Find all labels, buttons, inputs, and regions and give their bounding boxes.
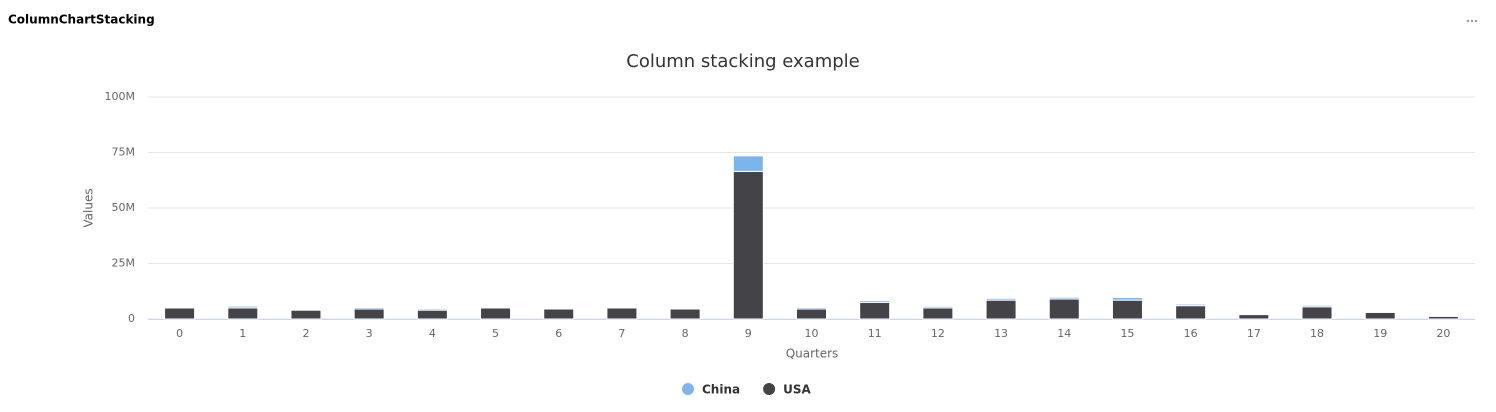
x-tick-label: 18 — [1310, 327, 1324, 340]
bar-segment — [1111, 299, 1143, 320]
bar-segment — [1111, 296, 1143, 301]
bar-segment — [416, 309, 448, 320]
x-tick-label: 0 — [176, 327, 183, 340]
bar-segment — [669, 308, 701, 320]
legend-label[interactable]: China — [702, 383, 740, 397]
x-tick-label: 2 — [302, 327, 309, 340]
x-tick-label: 5 — [492, 327, 499, 340]
bar-segment — [606, 307, 638, 320]
y-axis-label: Values — [82, 188, 96, 227]
bar-segment — [353, 308, 385, 320]
legend-marker — [682, 383, 694, 395]
bar-segment — [353, 306, 385, 310]
bar-segment — [732, 155, 764, 172]
legend-marker — [763, 383, 776, 395]
x-tick-label: 4 — [429, 327, 436, 340]
panel-title: ColumnChartStacking — [8, 13, 155, 27]
x-tick-label: 13 — [994, 327, 1008, 340]
bar-segment — [1048, 296, 1080, 300]
bar-segment — [732, 170, 764, 320]
x-tick-label: 17 — [1247, 327, 1261, 340]
y-tick-label: 0 — [128, 312, 135, 325]
bar-segment — [480, 307, 512, 320]
chart-title: Column stacking example — [626, 51, 859, 72]
y-tick-label: 25M — [112, 257, 136, 270]
x-tick-label: 16 — [1184, 327, 1198, 340]
legend-label[interactable]: USA — [783, 383, 811, 397]
menu-dot — [1470, 19, 1474, 23]
bar-segment — [985, 297, 1017, 301]
bar-segment — [1238, 314, 1270, 320]
x-tick-label: 19 — [1373, 327, 1387, 340]
bar-segment — [164, 307, 196, 320]
x-tick-label: 11 — [868, 327, 882, 340]
bar-segment — [543, 308, 575, 320]
bar-segment — [290, 309, 322, 320]
menu-button[interactable] — [1466, 19, 1478, 23]
x-tick-label: 6 — [555, 327, 562, 340]
x-tick-label: 12 — [931, 327, 945, 340]
x-tick-label: 7 — [618, 327, 625, 340]
x-tick-label: 15 — [1120, 327, 1134, 340]
bar-segment — [1175, 305, 1207, 320]
bar-segment — [859, 301, 891, 320]
x-axis-label: Quarters — [786, 347, 839, 361]
bar-segment — [227, 305, 259, 309]
x-tick-label: 14 — [1057, 327, 1071, 340]
bar-segment — [1301, 306, 1333, 320]
bar-segment — [1175, 303, 1207, 307]
x-tick-label: 9 — [745, 327, 752, 340]
y-tick-label: 75M — [112, 146, 136, 159]
x-tick-label: 3 — [366, 327, 373, 340]
bar-segment — [796, 306, 827, 310]
bar-segment — [922, 307, 954, 320]
x-tick-label: 20 — [1436, 327, 1450, 340]
bar-segment — [859, 300, 891, 303]
bar-segment — [985, 299, 1017, 320]
bar-segment — [1301, 304, 1333, 308]
y-tick-label: 100M — [105, 90, 136, 103]
bar-segment — [416, 308, 448, 311]
bar-segment — [796, 308, 827, 320]
y-tick-label: 50M — [112, 201, 136, 214]
bar-segment — [1048, 298, 1080, 320]
menu-dot — [1474, 19, 1478, 23]
menu-dot — [1466, 19, 1470, 23]
bar-segment — [1364, 311, 1396, 320]
bar-segment — [227, 307, 259, 320]
x-tick-label: 8 — [682, 327, 689, 340]
x-tick-label: 1 — [239, 327, 246, 340]
bar-segment — [922, 305, 954, 309]
x-tick-label: 10 — [805, 327, 819, 340]
